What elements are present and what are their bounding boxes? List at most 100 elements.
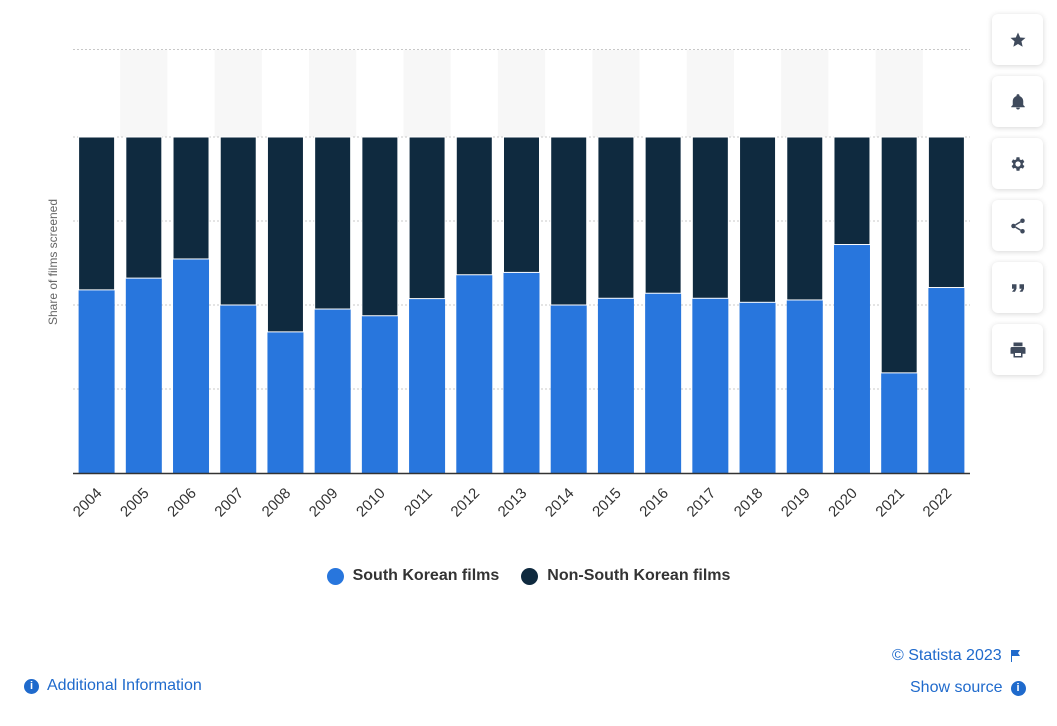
- x-tick-label: 2015: [589, 485, 625, 521]
- source-info-icon: i: [1010, 680, 1026, 696]
- bar-non-south-korean[interactable]: [880, 136, 918, 374]
- additional-information-link[interactable]: i Additional Information: [24, 677, 202, 695]
- x-tick-label: 2021: [872, 485, 908, 521]
- x-tick-label: 2008: [259, 485, 295, 521]
- background-band: [592, 50, 640, 137]
- x-tick-label: 2018: [731, 485, 767, 521]
- bar-south-korean[interactable]: [409, 298, 446, 473]
- bar-south-korean[interactable]: [173, 258, 210, 473]
- print-icon: [1010, 342, 1025, 357]
- bar-south-korean[interactable]: [267, 331, 304, 473]
- bar-non-south-korean[interactable]: [455, 136, 493, 276]
- bar-non-south-korean[interactable]: [786, 136, 824, 301]
- background-band: [781, 50, 829, 137]
- bar-south-korean[interactable]: [692, 298, 729, 473]
- bar-non-south-korean[interactable]: [219, 136, 257, 306]
- bar-non-south-korean[interactable]: [691, 136, 729, 299]
- bar-non-south-korean[interactable]: [550, 136, 588, 306]
- quote-icon: [1011, 283, 1024, 292]
- bar-non-south-korean[interactable]: [361, 136, 399, 317]
- legend-label-south-korean: South Korean films: [352, 567, 500, 584]
- bar-non-south-korean[interactable]: [644, 136, 682, 294]
- background-band: [403, 50, 451, 137]
- bar-south-korean[interactable]: [645, 293, 682, 473]
- bar-non-south-korean[interactable]: [927, 136, 965, 289]
- show-source-link[interactable]: Show source i: [910, 679, 1026, 697]
- bar-non-south-korean[interactable]: [78, 136, 116, 291]
- x-tick-label: 2022: [920, 485, 956, 521]
- alternating-bands: [120, 50, 923, 137]
- bar-non-south-korean[interactable]: [314, 136, 352, 310]
- share-icon: [1010, 218, 1025, 233]
- bar-south-korean[interactable]: [550, 305, 587, 473]
- x-tick-label: 2009: [306, 485, 342, 521]
- x-tick-label: 2005: [117, 485, 153, 521]
- bar-south-korean[interactable]: [881, 372, 918, 473]
- x-tick-label: 2012: [447, 485, 483, 521]
- x-tick-label: 2019: [778, 485, 814, 521]
- bar-south-korean[interactable]: [78, 289, 115, 473]
- x-tick-labels: 2004 2005 2006 2007 2008 2009 2010 2011 2012 2013…: [70, 485, 955, 521]
- settings-button[interactable]: [992, 138, 1043, 189]
- x-tick-label: 2013: [495, 485, 531, 521]
- flag-icon: [1010, 650, 1020, 662]
- background-band: [686, 50, 734, 137]
- notification-button[interactable]: [992, 76, 1043, 127]
- star-icon: [1010, 32, 1025, 47]
- bar-non-south-korean[interactable]: [172, 136, 210, 260]
- legend-label-non-south-korean: Non-South Korean films: [547, 567, 731, 584]
- x-tick-label: 2011: [401, 485, 436, 520]
- bar-south-korean[interactable]: [833, 244, 870, 473]
- background-band: [120, 50, 168, 137]
- x-tick-label: 2017: [684, 485, 720, 521]
- bar-non-south-korean[interactable]: [266, 136, 304, 333]
- stacked-bar-chart: 2004 2005 2006 2007 2008 2009 2010 2011 2012 2013…: [46, 49, 970, 521]
- legend-item-non-south-korean[interactable]: Non-South Korean films: [521, 567, 730, 585]
- background-band: [497, 50, 546, 137]
- toolbar: [992, 14, 1043, 375]
- x-tick-label: 2007: [211, 485, 247, 521]
- bell-icon: [1010, 93, 1025, 109]
- bar-south-korean[interactable]: [125, 278, 162, 473]
- bar-non-south-korean[interactable]: [739, 136, 777, 303]
- legend-item-south-korean[interactable]: South Korean films: [326, 567, 500, 585]
- bar-non-south-korean[interactable]: [408, 136, 446, 300]
- bars: [78, 136, 965, 473]
- legend-dot-non-south-korean: [521, 567, 539, 585]
- legend-dot-south-korean: [326, 567, 344, 585]
- x-tick-label: 2014: [542, 485, 578, 521]
- additional-information-label: Additional Information: [47, 677, 202, 694]
- background-band: [214, 50, 262, 137]
- gear-icon: [1011, 156, 1024, 171]
- bar-non-south-korean[interactable]: [503, 136, 540, 273]
- bar-south-korean[interactable]: [597, 298, 634, 473]
- bar-south-korean[interactable]: [503, 272, 540, 473]
- copyright-label: © Statista 2023: [892, 647, 1002, 664]
- x-tick-label: 2006: [164, 485, 200, 521]
- bar-south-korean[interactable]: [220, 305, 257, 473]
- show-source-label: Show source: [910, 679, 1003, 696]
- bar-south-korean[interactable]: [928, 287, 965, 473]
- copyright-link[interactable]: © Statista 2023: [892, 647, 1022, 665]
- print-button[interactable]: [992, 324, 1043, 375]
- bar-south-korean[interactable]: [739, 302, 776, 473]
- bar-non-south-korean[interactable]: [833, 136, 871, 246]
- x-tick-label: 2010: [353, 485, 389, 521]
- legend: South Korean films Non-South Korean film…: [0, 564, 1057, 588]
- cite-button[interactable]: [992, 262, 1043, 313]
- x-tick-label: 2020: [825, 485, 861, 521]
- bar-non-south-korean[interactable]: [125, 136, 163, 279]
- favorite-button[interactable]: [992, 14, 1043, 65]
- x-tick-label: 2004: [70, 485, 106, 521]
- share-button[interactable]: [992, 200, 1043, 251]
- y-axis-label: Share of films screened: [46, 199, 60, 325]
- bar-south-korean[interactable]: [456, 274, 493, 473]
- bar-south-korean[interactable]: [361, 315, 398, 473]
- x-tick-label: 2016: [636, 485, 672, 521]
- background-band: [875, 50, 923, 137]
- background-band: [309, 50, 357, 137]
- bar-south-korean[interactable]: [314, 309, 351, 473]
- info-icon: i: [24, 678, 39, 694]
- bar-non-south-korean[interactable]: [597, 136, 635, 299]
- bar-south-korean[interactable]: [786, 299, 823, 473]
